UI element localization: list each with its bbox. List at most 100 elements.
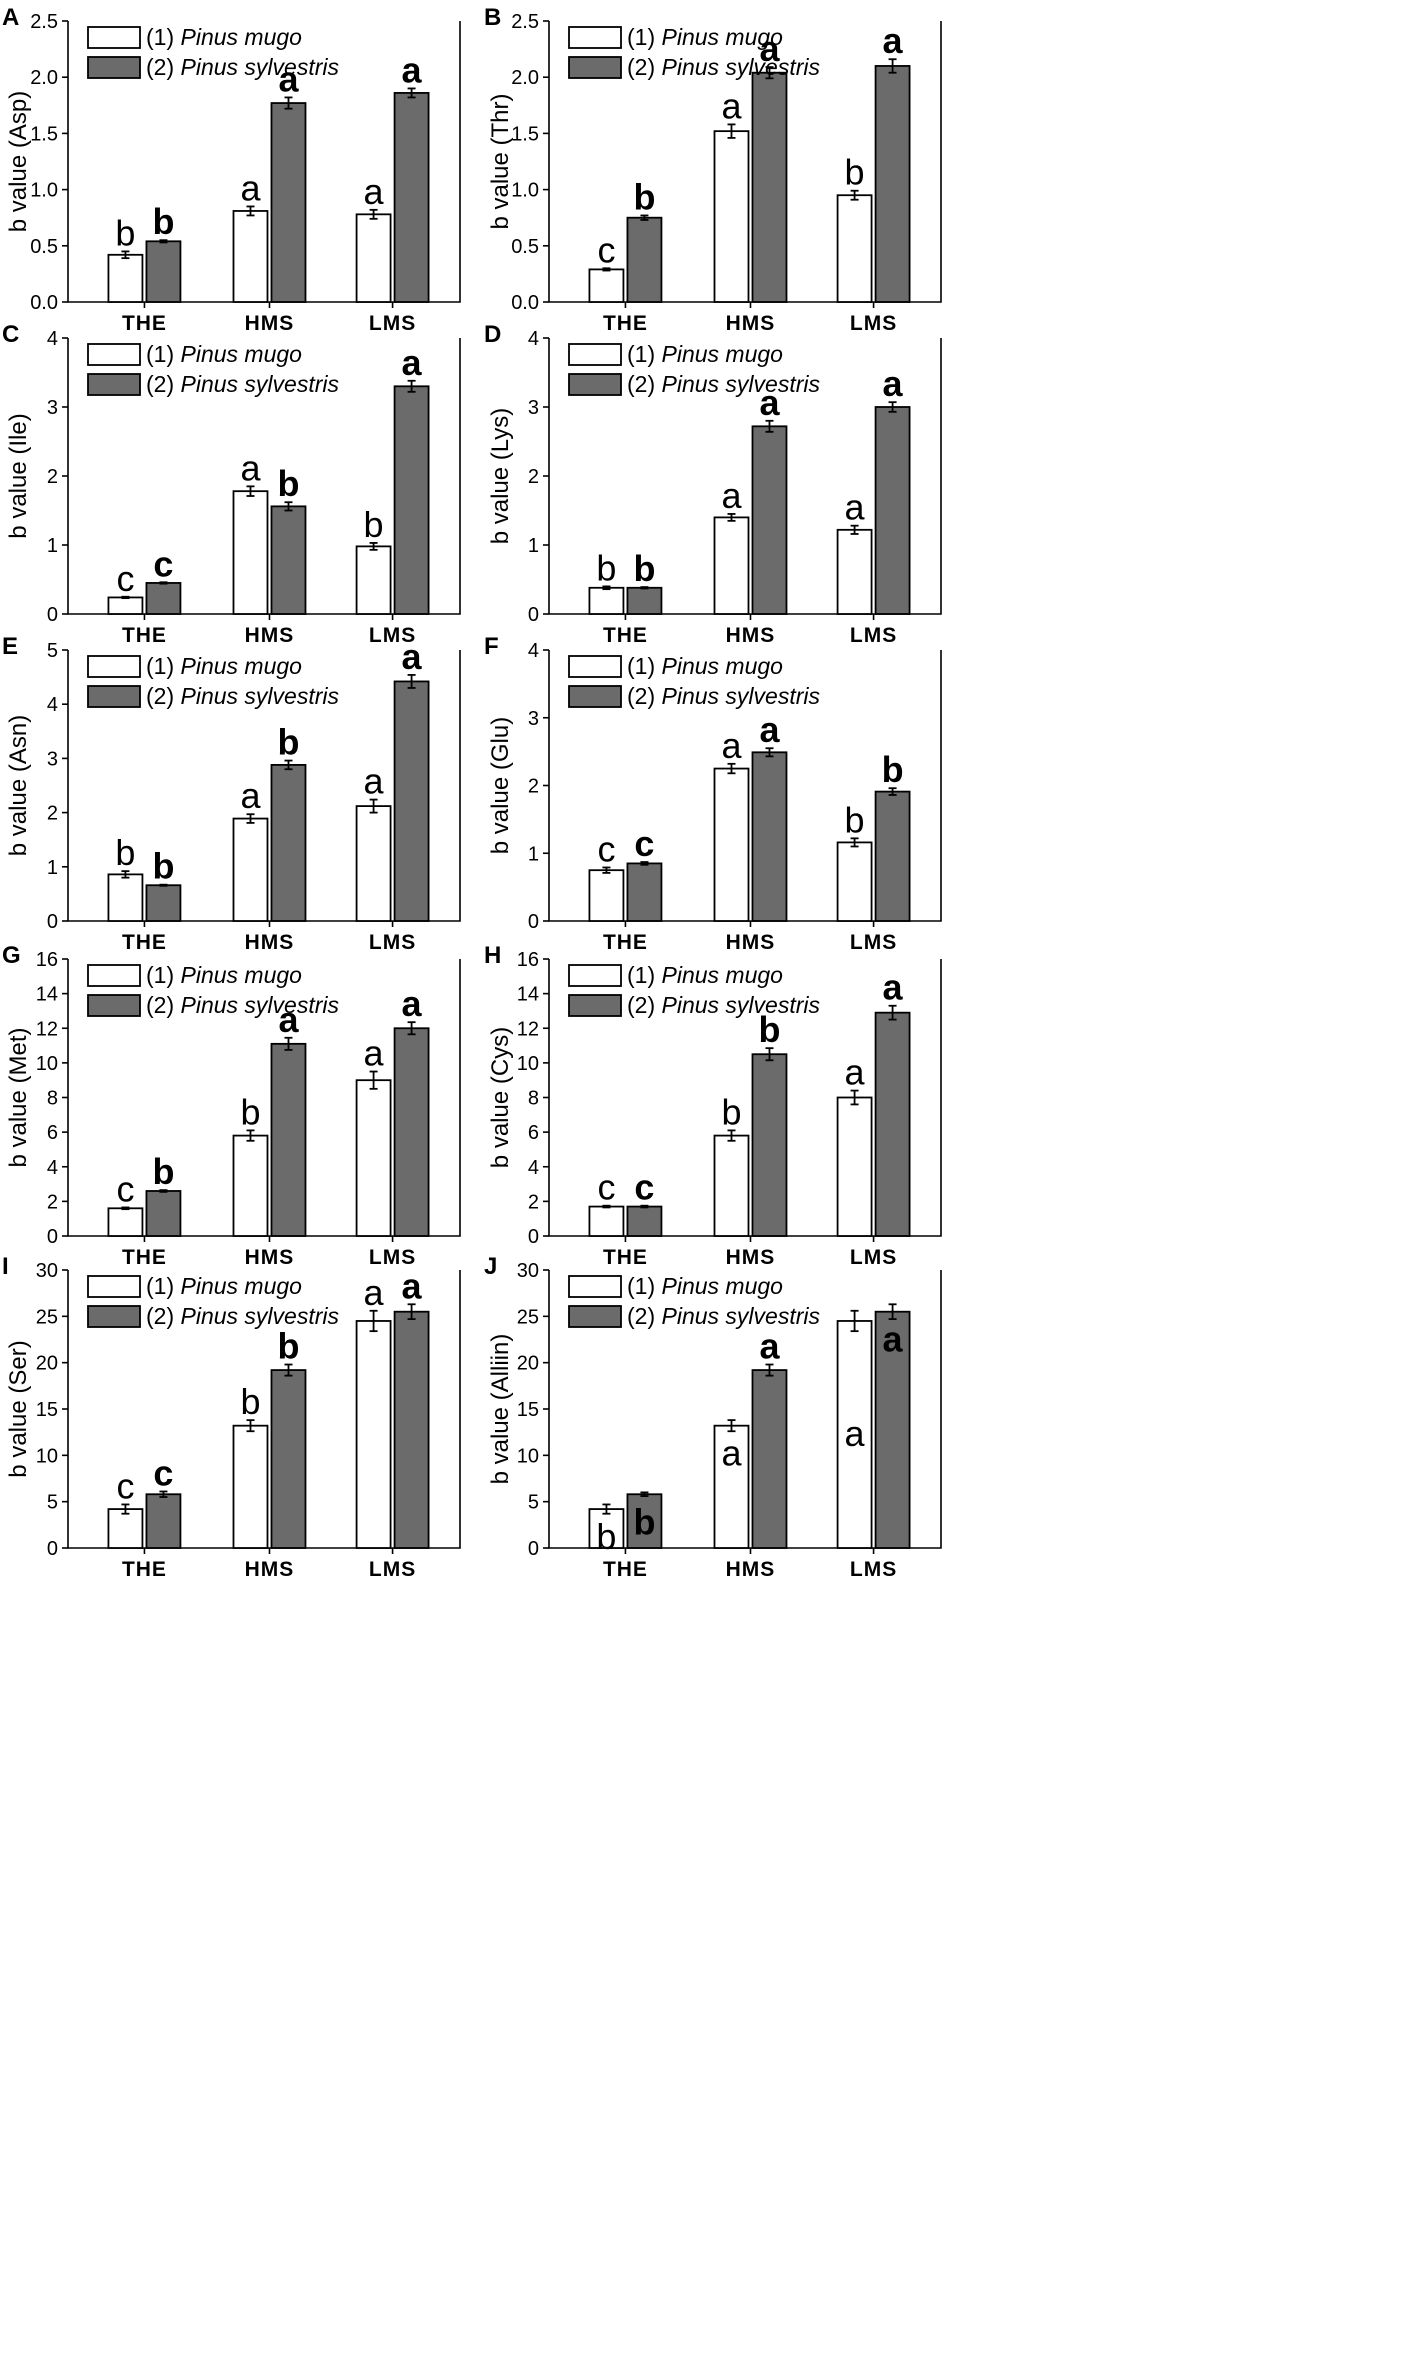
legend-species-name: Pinus mugo [662, 24, 784, 50]
panel-letter: E [2, 633, 18, 660]
legend-swatch [87, 343, 141, 366]
significance-label: a [845, 1052, 866, 1093]
x-tick-label: LMS [369, 931, 416, 954]
significance-label: a [364, 1033, 385, 1074]
bar-pinus-sylvestris [393, 1310, 430, 1549]
bar-pinus-sylvestris [626, 1205, 663, 1237]
bar-pinus-mugo [355, 805, 392, 922]
legend-species-name: Pinus sylvestris [662, 1303, 821, 1329]
bar-pinus-mugo [588, 586, 625, 615]
legend-species-name: Pinus sylvestris [662, 54, 821, 80]
chart-panel-b: B0.00.51.01.52.02.5b value (Thr)THEcbHMS… [484, 4, 942, 335]
legend-species-name: Pinus mugo [662, 962, 784, 988]
y-axis-label: b value (Met) [5, 1027, 32, 1167]
bar-pinus-sylvestris [626, 216, 663, 303]
significance-label: c [634, 823, 654, 864]
y-tick-label: 2.0 [511, 67, 539, 89]
y-tick-label: 1 [47, 535, 58, 557]
bar-pinus-sylvestris [270, 764, 307, 922]
legend-species-name: Pinus sylvestris [181, 1303, 340, 1329]
legend-species-name: Pinus mugo [181, 653, 303, 679]
bar-pinus-sylvestris [393, 385, 430, 615]
bar-pinus-sylvestris [393, 680, 430, 922]
x-tick-label: THE [122, 931, 167, 954]
legend-swatch [87, 1275, 141, 1298]
y-tick-label: 0 [528, 911, 539, 933]
y-tick-label: 30 [36, 1260, 58, 1282]
significance-label: a [883, 20, 904, 61]
bar-pinus-mugo [713, 516, 750, 615]
legend-species-name: Pinus sylvestris [662, 683, 821, 709]
y-tick-label: 5 [47, 640, 58, 662]
significance-label: a [278, 999, 299, 1040]
significance-label: a [845, 1413, 866, 1454]
x-tick-label: HMS [726, 624, 776, 647]
y-tick-label: 8 [47, 1088, 58, 1110]
y-tick-label: 1.5 [30, 123, 58, 145]
significance-label: c [116, 558, 134, 599]
bar-pinus-mugo [232, 1424, 269, 1549]
significance-label: a [364, 761, 385, 802]
legend-prefix: (2) [146, 54, 181, 80]
legend-species-name: Pinus mugo [662, 653, 784, 679]
bar-pinus-mugo [713, 767, 750, 922]
significance-label: a [402, 983, 423, 1024]
y-tick-label: 2 [528, 1191, 539, 1213]
x-tick-label: THE [603, 1246, 648, 1269]
x-tick-label: LMS [850, 1558, 897, 1581]
y-tick-label: 20 [36, 1353, 58, 1375]
legend-prefix: (1) [146, 962, 181, 988]
bar-pinus-sylvestris [751, 1369, 788, 1549]
x-tick-label: THE [603, 1558, 648, 1581]
significance-label: b [277, 463, 299, 504]
y-tick-label: 4 [528, 640, 539, 662]
y-tick-label: 3 [47, 397, 58, 419]
y-tick-label: 14 [517, 984, 539, 1006]
significance-label: c [634, 1167, 654, 1208]
x-tick-label: LMS [369, 624, 416, 647]
legend-swatch [568, 655, 622, 678]
legend-prefix: (2) [146, 683, 181, 709]
bar-pinus-mugo [355, 1079, 392, 1237]
bar-pinus-sylvestris [270, 505, 307, 615]
legend-entry: (1) Pinus mugo [146, 1273, 302, 1299]
bar-pinus-mugo [232, 490, 269, 615]
y-tick-label: 1 [528, 535, 539, 557]
y-axis-label: b value (Ser) [5, 1340, 32, 1477]
significance-label: b [845, 152, 865, 193]
legend-entry: (1) Pinus mugo [146, 653, 302, 679]
y-tick-label: 10 [36, 1053, 58, 1075]
bar-pinus-sylvestris [270, 1369, 307, 1549]
y-tick-label: 2.5 [511, 11, 539, 33]
significance-label: c [116, 1465, 134, 1506]
legend-swatch [568, 56, 622, 79]
legend-prefix: (1) [627, 962, 662, 988]
bar-pinus-sylvestris [626, 586, 663, 615]
y-tick-label: 25 [517, 1306, 539, 1328]
bar-pinus-sylvestris [874, 406, 911, 615]
y-tick-label: 1 [528, 843, 539, 865]
significance-label: a [402, 1265, 423, 1306]
y-tick-label: 2 [47, 466, 58, 488]
y-tick-label: 2 [528, 776, 539, 798]
bar-pinus-sylvestris [393, 92, 430, 303]
significance-label: c [153, 543, 173, 584]
bar-pinus-sylvestris [145, 1190, 182, 1237]
legend-prefix: (1) [627, 1273, 662, 1299]
y-tick-label: 2.5 [30, 11, 58, 33]
legend-swatch [87, 685, 141, 708]
legend-entry: (2) Pinus sylvestris [146, 371, 339, 397]
significance-label: b [596, 547, 616, 588]
significance-label: a [883, 967, 904, 1008]
y-tick-label: 14 [36, 984, 58, 1006]
y-tick-label: 4 [47, 694, 58, 716]
legend-prefix: (2) [627, 371, 662, 397]
legend-species-name: Pinus sylvestris [181, 992, 340, 1018]
legend-species-name: Pinus mugo [181, 341, 303, 367]
bar-pinus-sylvestris [270, 102, 307, 303]
bar-pinus-mugo [836, 194, 873, 303]
significance-label: a [240, 775, 261, 816]
